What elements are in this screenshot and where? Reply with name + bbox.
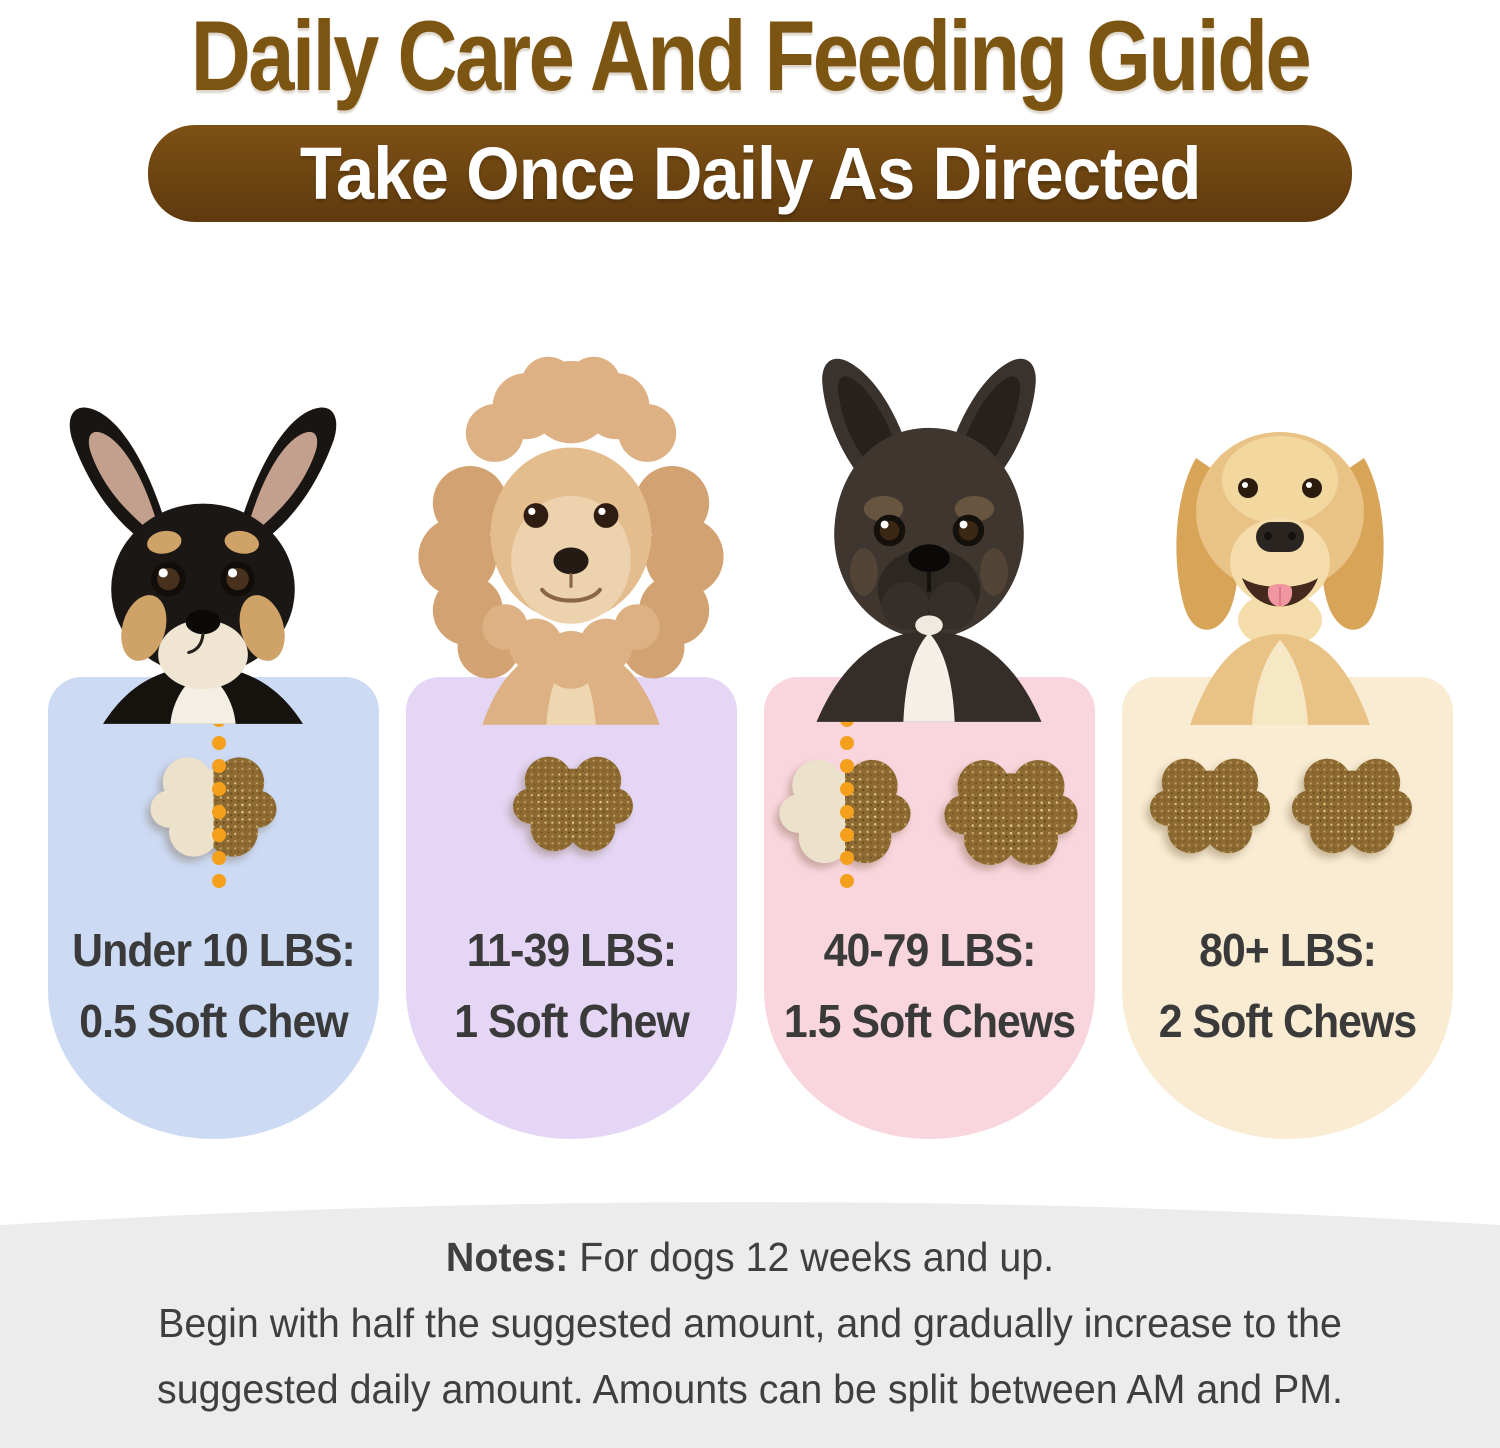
notes-background-arc — [0, 1202, 1500, 1448]
full-chew-icon — [944, 760, 1078, 865]
full-chew-icon — [1150, 758, 1270, 854]
notes-label: Notes: — [445, 1234, 569, 1280]
golden-retriever-photo — [1176, 432, 1384, 725]
directions-banner-label: Take Once Daily As Directed — [299, 132, 1201, 215]
dose-split-dotted-line — [840, 713, 854, 888]
notes-line-1: Notes: For dogs 12 weeks and up. — [445, 1234, 1055, 1280]
weight-range: 11-39 LBS: — [466, 924, 677, 976]
full-chew-icon — [513, 756, 633, 852]
page-title: Daily Care And Feeding Guide — [190, 0, 1312, 111]
dose-card-blue: Under 10 LBS: 0.5 Soft Chew — [48, 677, 379, 1139]
chihuahua-photo — [69, 407, 337, 724]
weight-range: Under 10 LBS: — [72, 924, 356, 976]
dose-split-dotted-line — [212, 713, 226, 888]
dose-label: 11-39 LBS: 1 Soft Chew — [418, 915, 726, 1057]
dose-label: 80+ LBS: 2 Soft Chews — [1134, 915, 1442, 1057]
weight-range: 80+ LBS: — [1199, 924, 1377, 976]
feeding-card-40-79-lbs: 40-79 LBS: 1.5 Soft Chews — [764, 0, 1095, 1150]
dose-amount: 1 Soft Chew — [454, 995, 690, 1047]
dose-amount: 1.5 Soft Chews — [783, 995, 1076, 1047]
feeding-card-11-39-lbs: 11-39 LBS: 1 Soft Chew — [406, 0, 737, 1150]
full-chew-icon — [1292, 758, 1412, 854]
dose-card-pink: 40-79 LBS: 1.5 Soft Chews — [764, 677, 1095, 1139]
directions-banner: Take Once Daily As Directed — [148, 125, 1352, 222]
dose-card-cream: 80+ LBS: 2 Soft Chews — [1122, 677, 1453, 1139]
notes-section: Notes: For dogs 12 weeks and up. Begin w… — [30, 1224, 1470, 1422]
dose-card-purple: 11-39 LBS: 1 Soft Chew — [406, 677, 737, 1139]
dose-amount: 2 Soft Chews — [1158, 995, 1417, 1047]
weight-range: 40-79 LBS: — [823, 924, 1037, 976]
poodle-photo — [418, 356, 724, 725]
notes-line-3: suggested daily amount. Amounts can be s… — [157, 1366, 1343, 1412]
notes-line-2: Begin with half the suggested amount, an… — [158, 1300, 1342, 1346]
french-bulldog-photo — [816, 358, 1042, 722]
feeding-card-under-10-lbs: Under 10 LBS: 0.5 Soft Chew — [48, 0, 379, 1150]
dose-label: Under 10 LBS: 0.5 Soft Chew — [60, 915, 368, 1057]
dose-amount: 0.5 Soft Chew — [79, 995, 348, 1047]
dose-label: 40-79 LBS: 1.5 Soft Chews — [776, 915, 1084, 1057]
feeding-card-80-plus-lbs: 80+ LBS: 2 Soft Chews — [1122, 0, 1453, 1150]
